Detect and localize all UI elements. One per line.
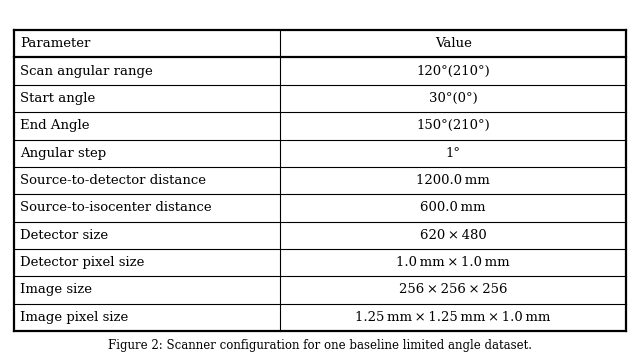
Text: Source-to-isocenter distance: Source-to-isocenter distance: [20, 201, 212, 215]
Text: Angular step: Angular step: [20, 147, 107, 160]
Text: Start angle: Start angle: [20, 92, 96, 105]
Text: 620 × 480: 620 × 480: [420, 229, 486, 242]
Text: Parameter: Parameter: [20, 37, 91, 50]
Text: 1°: 1°: [445, 147, 461, 160]
Text: Source-to-detector distance: Source-to-detector distance: [20, 174, 207, 187]
Text: Image pixel size: Image pixel size: [20, 311, 129, 324]
Text: 150°(210°): 150°(210°): [416, 119, 490, 132]
Text: End Angle: End Angle: [20, 119, 90, 132]
Text: 30°(0°): 30°(0°): [429, 92, 477, 105]
Text: 256 × 256 × 256: 256 × 256 × 256: [399, 284, 508, 296]
Text: 600.0 mm: 600.0 mm: [420, 201, 486, 215]
Text: 120°(210°): 120°(210°): [416, 65, 490, 78]
Text: Value: Value: [435, 37, 472, 50]
Text: 1200.0 mm: 1200.0 mm: [416, 174, 490, 187]
Text: Figure 2: Scanner configuration for one baseline limited angle dataset.: Figure 2: Scanner configuration for one …: [108, 339, 532, 352]
Text: 1.25 mm × 1.25 mm × 1.0 mm: 1.25 mm × 1.25 mm × 1.0 mm: [355, 311, 551, 324]
Text: Scan angular range: Scan angular range: [20, 65, 153, 78]
Text: 1.0 mm × 1.0 mm: 1.0 mm × 1.0 mm: [396, 256, 510, 269]
Text: Detector size: Detector size: [20, 229, 109, 242]
Text: Detector pixel size: Detector pixel size: [20, 256, 145, 269]
Text: Image size: Image size: [20, 284, 93, 296]
